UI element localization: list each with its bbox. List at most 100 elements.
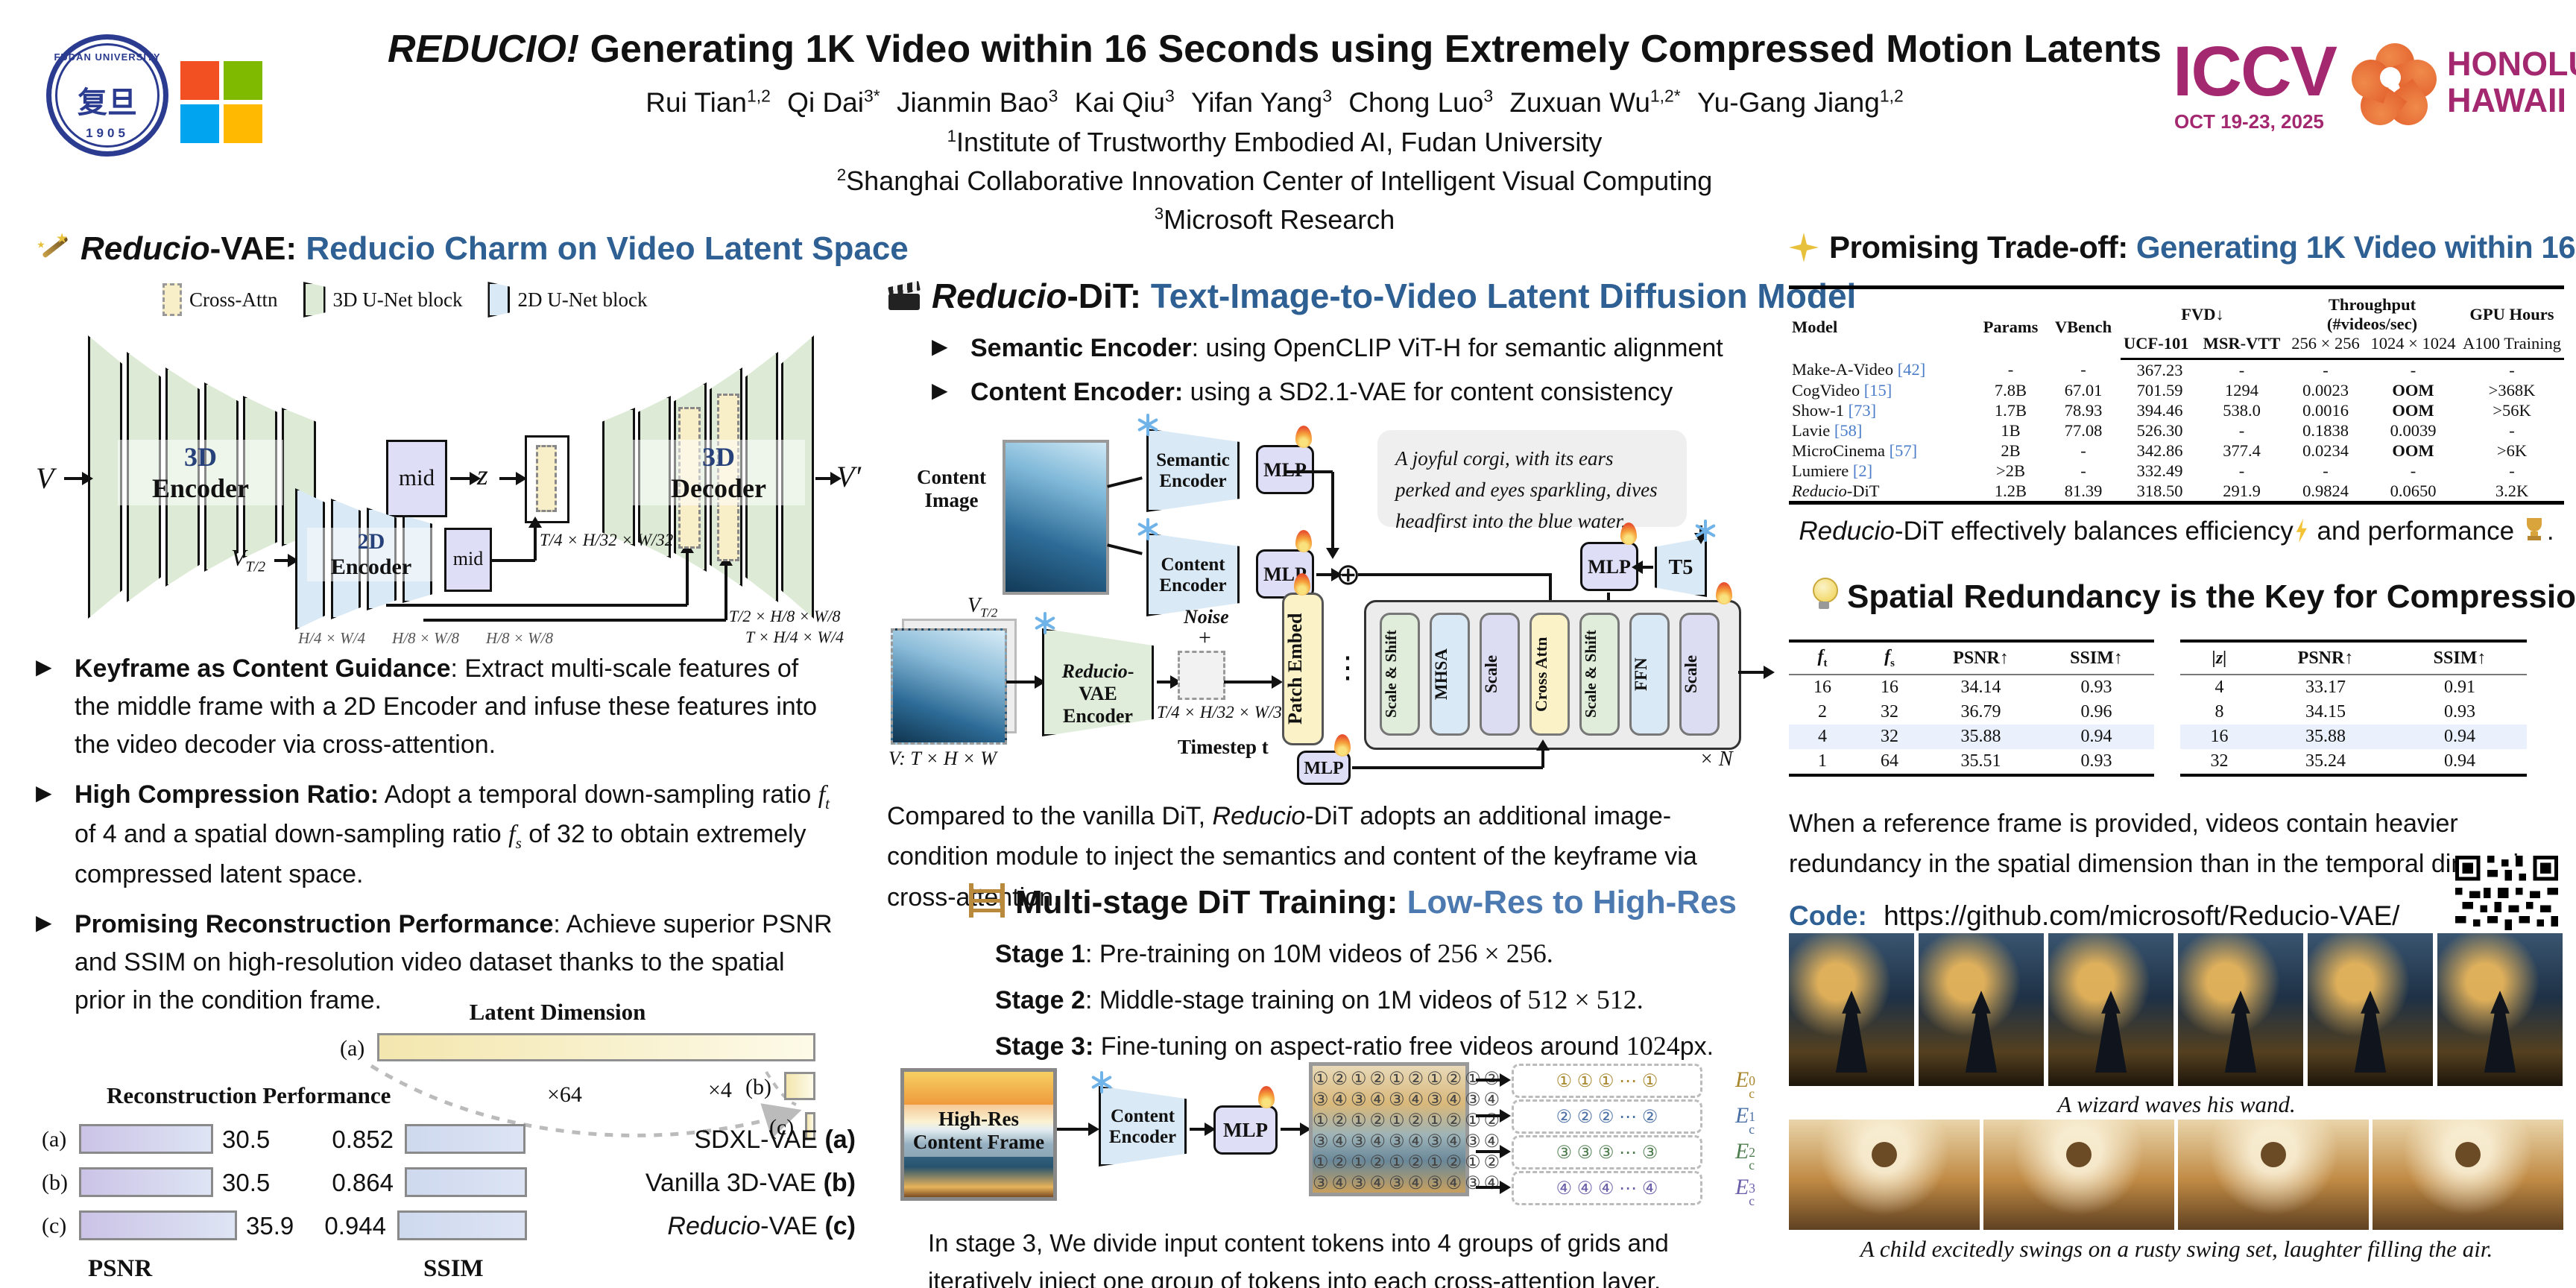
cell: 1.2B <box>1994 481 2027 500</box>
encoder-label: 3D Encoder <box>118 440 283 505</box>
connector-arrow <box>1476 1186 1501 1189</box>
dit-transformer-block: Scale & Shift MHSA Scale Cross Attn Scal… <box>1364 600 1741 750</box>
cell: - <box>2410 461 2416 480</box>
code-line: Code: https://github.com/microsoft/Reduc… <box>1789 900 2399 932</box>
legend-sdxl-vae: SDXL-VAE (a) <box>694 1126 856 1154</box>
cell: 0.0016 <box>2302 400 2349 420</box>
connector-arrow <box>1316 573 1333 576</box>
fire-icon <box>1716 582 1732 604</box>
noise-label: Noise <box>1184 606 1229 628</box>
connector-arrow <box>1006 681 1036 684</box>
redundancy-paragraph: When a reference frame is provided, vide… <box>1789 809 2554 879</box>
scale-shift-block: Scale & Shift <box>1380 613 1420 736</box>
affiliation-1: 1Institute of Trustworthy Embodied AI, F… <box>947 127 1603 157</box>
cell: 0.93 <box>2444 702 2475 722</box>
content-encoder-block: Content Encoder <box>1146 533 1240 616</box>
psnr-value-c: 35.9 <box>246 1212 294 1240</box>
section-heading-redundancy: Spatial Redundancy is the Key for Compre… <box>1811 578 2576 616</box>
mlp-block: MLP <box>1213 1105 1278 1155</box>
cell: OOM <box>2392 380 2434 400</box>
timestep-label: Timestep t <box>1178 736 1269 758</box>
patch-embed-block: Patch Embed <box>1282 593 1324 745</box>
connector-arrow <box>1057 1128 1090 1131</box>
scale-block-2: Scale <box>1679 613 1720 736</box>
table-row: 32 35.24 0.94 <box>2180 749 2527 775</box>
cell: 0.0039 <box>2390 420 2437 440</box>
cell: Lumiere [2] <box>1792 461 1873 480</box>
cell: 318.50 <box>2136 481 2183 500</box>
ssim-bar-b <box>405 1167 527 1197</box>
cell: - <box>2080 461 2086 480</box>
cell: >56K <box>2493 400 2531 420</box>
video-frame <box>2308 933 2433 1086</box>
times-n-label: × N <box>1699 748 1733 771</box>
fire-icon <box>1295 426 1312 448</box>
latent-dims-label: T/4 × H/32 × W/32 <box>1157 703 1291 722</box>
col-header: SSIM↑ <box>2393 641 2527 675</box>
input-video-cube <box>891 628 1007 745</box>
connector-arrow <box>1224 681 1273 684</box>
row-tag: (a) <box>42 1127 67 1152</box>
table-row: Lavie [58] 1B 77.08 526.30 - 0.1838 0.0039 - <box>1789 420 2564 441</box>
section-heading-reducio-vae: ★ ★ Reducio-VAE: Reducio Charm on Video La… <box>37 230 909 267</box>
cell: 34.14 <box>1960 678 2001 697</box>
cell: 7.8B <box>1994 380 2027 400</box>
mlp-semantic: MLP <box>1256 445 1314 494</box>
table-row: Show-1 [73] 1.7B 78.93 394.46 538.0 0.0016 OOM… <box>1789 400 2564 420</box>
cell: 16 <box>1813 678 1831 697</box>
connector-arrow <box>1549 575 1552 621</box>
ablation-table-downsampling: ft fs PSNR↑ SSIM↑ 16 16 34.14 0.93 2 32 36.79… <box>1789 640 2154 777</box>
cell: - <box>2007 359 2014 379</box>
noise-latent-cube <box>1178 651 1225 700</box>
latent-bar-c <box>805 1112 815 1140</box>
psnr-bar-c <box>79 1210 237 1240</box>
cell: 332.49 <box>2136 461 2183 480</box>
fudan-university-logo: FUDAN UNIVERSITY 复旦 1905 <box>46 34 168 157</box>
diagram-legend: Cross-Attn 3D U-Net block 2D U-Net block <box>162 282 647 318</box>
unet2d-swatch-icon <box>487 282 511 318</box>
table-subheader-row: UCF-101 MSR-VTT 256 × 256 1024 × 1024 A1… <box>1789 334 2564 360</box>
author: Zuxuan Wu1,2* <box>1509 86 1681 119</box>
lightning-bolt-icon <box>2296 519 2307 543</box>
cell: 32 <box>1881 702 1898 722</box>
high-res-content-frame: High-Res Content Frame <box>900 1068 1057 1201</box>
video-frame <box>1919 933 2044 1086</box>
cell: - <box>2238 420 2245 440</box>
connector-line <box>1107 476 1143 488</box>
vae-charts: Latent Dimension (a) ×64 ×4 (b) (c) Reco… <box>36 999 856 1282</box>
cell: 0.0650 <box>2390 481 2437 500</box>
ssim-bar-c <box>397 1210 527 1240</box>
affiliation-3: 3Microsoft Research <box>1154 204 1395 235</box>
cell: - <box>2509 420 2515 440</box>
connector-line <box>423 619 726 622</box>
cell: 77.08 <box>2064 420 2103 440</box>
ablation-table-latent-size: |z| PSNR↑ SSIM↑ 4 33.17 0.91 8 34.15 0.93 16… <box>2180 640 2527 777</box>
training-stages: Stage 1: Pre-training on 10M videos of 2… <box>995 938 1763 1061</box>
cell: >368K <box>2488 380 2536 400</box>
cell: Reducio-DiT <box>1792 481 1880 500</box>
snowflake-icon <box>1136 518 1158 540</box>
code-link[interactable]: https://github.com/microsoft/Reducio-VAE… <box>1884 900 2400 931</box>
fire-icon <box>1258 1086 1275 1108</box>
author: Rui Tian1,2 <box>645 86 771 119</box>
bar-label-c: (c) <box>769 1115 795 1140</box>
cell: 35.51 <box>1960 751 2001 771</box>
code-label: Code: <box>1789 900 1867 931</box>
shrink-arrow-curve <box>370 1064 802 1139</box>
snowflake-icon <box>1033 612 1055 634</box>
bullet-compression-ratio: ▶ High Compression Ratio: Adopt a tempora… <box>36 776 838 894</box>
connector-arrow <box>450 477 471 480</box>
fire-icon <box>1620 523 1637 545</box>
cell: - <box>2509 360 2515 379</box>
mid-block: mid <box>386 440 447 517</box>
cell: 8 <box>2214 702 2224 722</box>
scale-block: Scale <box>1480 613 1520 736</box>
connector-arrow <box>815 477 832 480</box>
bar-label-a: (a) <box>340 1036 365 1061</box>
row-tag: (c) <box>42 1213 67 1238</box>
bullet-arrow-icon: ▶ <box>36 781 52 804</box>
token-grid-row: ①②①②①②①②①② <box>1313 1069 1503 1089</box>
ssim-value-a: 0.852 <box>332 1126 394 1153</box>
